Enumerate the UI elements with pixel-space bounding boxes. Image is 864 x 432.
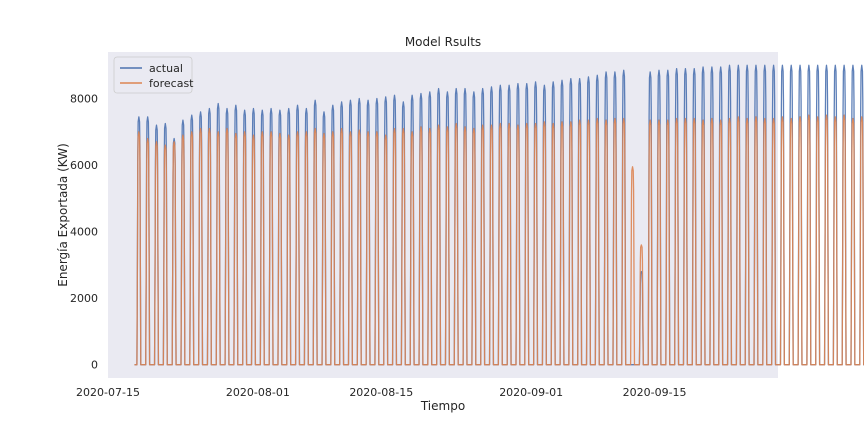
x-axis-ticks: 2020-07-15 2020-08-01 2020-08-15 2020-09-01… xyxy=(76,386,687,399)
legend-box xyxy=(113,56,193,94)
x-tick-label: 2020-09-15 xyxy=(623,386,687,399)
y-tick-label: 6000 xyxy=(70,159,98,172)
y-tick-label: 0 xyxy=(91,359,98,372)
x-tick-label: 2020-08-15 xyxy=(349,386,413,399)
chart-title: Model Rsults xyxy=(405,35,481,49)
x-axis-label: Tiempo xyxy=(420,399,465,413)
series-layer xyxy=(134,64,864,366)
legend-label-actual: actual xyxy=(149,62,183,75)
y-axis-ticks: 0 2000 4000 6000 8000 xyxy=(70,93,98,372)
x-tick-label: 2020-09-01 xyxy=(499,386,563,399)
y-tick-label: 2000 xyxy=(70,292,98,305)
legend: actual forecast xyxy=(113,56,194,94)
legend-label-forecast: forecast xyxy=(149,77,194,90)
y-axis-label: Energía Exportada (KW) xyxy=(56,143,70,287)
y-tick-label: 8000 xyxy=(70,93,98,106)
y-tick-label: 4000 xyxy=(70,226,98,239)
series-line-forecast xyxy=(134,114,864,366)
x-tick-label: 2020-07-15 xyxy=(76,386,140,399)
x-tick-label: 2020-08-01 xyxy=(226,386,290,399)
